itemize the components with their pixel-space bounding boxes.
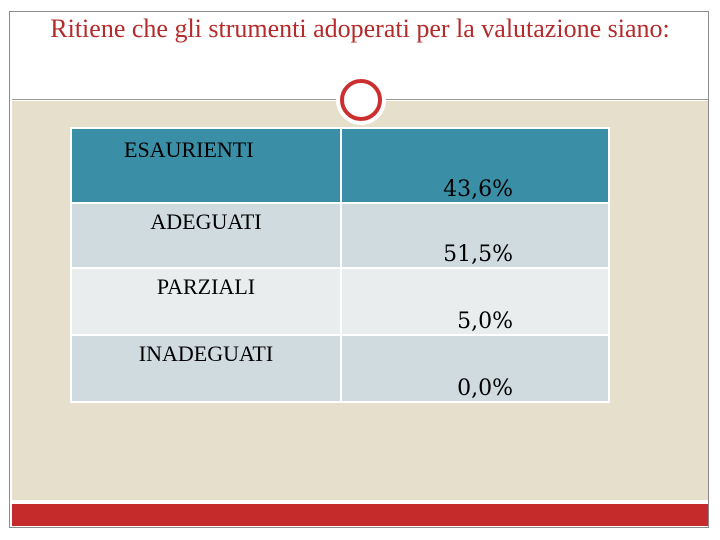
table-cell: ESAURIENTI xyxy=(70,127,342,204)
row-label: ESAURIENTI xyxy=(124,137,254,162)
row-label: PARZIALI xyxy=(156,274,256,299)
circle-ornament-icon xyxy=(340,79,382,121)
table-row: ADEGUATI 51,5% xyxy=(70,202,610,269)
table-cell: 0,0% xyxy=(340,334,610,403)
row-label: INADEGUATI xyxy=(138,341,274,366)
table-cell: 43,6% xyxy=(340,127,610,204)
row-value: 0,0% xyxy=(457,376,513,401)
table-row: ESAURIENTI 43,6% xyxy=(70,127,610,204)
results-table: ESAURIENTI 43,6% ADEGUATI 51,5% PARZIALI… xyxy=(70,127,610,403)
row-value: 43,6% xyxy=(443,177,513,202)
row-label: ADEGUATI xyxy=(150,209,262,234)
table-cell: INADEGUATI xyxy=(70,334,342,403)
footer-accent-bar xyxy=(12,504,708,526)
slide-title: Ritiene che gli strumenti adoperati per … xyxy=(50,14,670,43)
table-cell: 5,0% xyxy=(340,267,610,336)
table-cell: PARZIALI xyxy=(70,267,342,336)
table-cell: ADEGUATI xyxy=(70,202,342,269)
table-row: PARZIALI 5,0% xyxy=(70,267,610,336)
row-value: 5,0% xyxy=(457,309,513,334)
table-cell: 51,5% xyxy=(340,202,610,269)
row-value: 51,5% xyxy=(443,242,513,267)
table-row: INADEGUATI 0,0% xyxy=(70,334,610,403)
